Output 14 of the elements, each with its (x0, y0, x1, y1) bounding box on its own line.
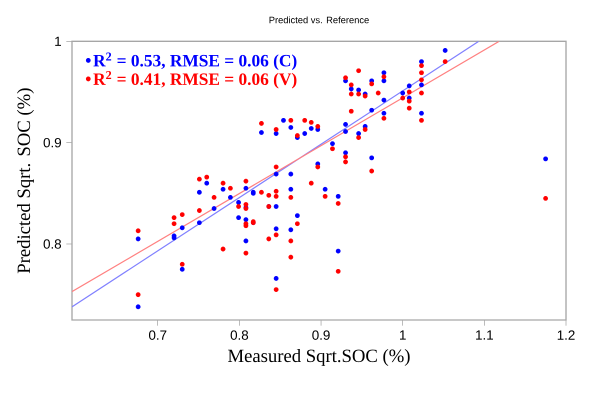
y-tick-label: 1 (55, 36, 61, 46)
x-tick-label: 1.2 (558, 330, 575, 340)
legend-label: R$^{2}$ = 0.41, RMSE = 0.06 (V) (93, 71, 296, 89)
y-tick-label: 0.9 (44, 138, 61, 148)
x-tick-label: 0.9 (312, 330, 330, 340)
x-tick-label: 1 (400, 330, 406, 340)
x-axis-title: Measured Sqrt.SOC (%) (228, 348, 410, 366)
x-tick-label: 1.1 (476, 330, 493, 340)
chart-title: Predicted vs. Reference (270, 16, 369, 24)
x-tick-label: 0.8 (230, 330, 248, 340)
legend-label: R$^{2}$ = 0.53, RMSE = 0.06 (C) (93, 52, 296, 70)
x-tick-label: 0.7 (148, 330, 166, 340)
y-axis-title: Predicted Sqrt. SOC (%) (16, 88, 34, 274)
y-tick-label: 0.8 (44, 239, 62, 249)
